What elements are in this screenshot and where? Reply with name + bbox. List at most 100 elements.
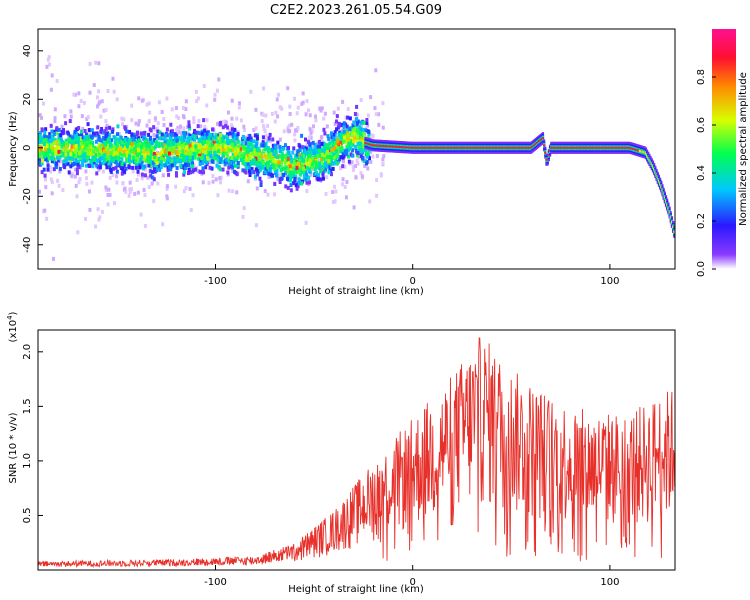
- heatmap-cell: [171, 150, 175, 155]
- heatmap-noise-cell: [343, 164, 347, 169]
- ridge-core: [372, 144, 375, 147]
- heatmap-cell: [69, 164, 73, 169]
- heatmap-cell: [211, 136, 215, 141]
- heatmap-cell: [72, 141, 76, 146]
- heatmap-noise-cell: [155, 126, 159, 131]
- heatmap-cell: [152, 151, 156, 156]
- heatmap-noise-cell: [179, 124, 183, 129]
- heatmap-cell: [127, 149, 131, 154]
- heatmap-cell: [341, 155, 345, 160]
- heatmap-noise-cell: [108, 192, 112, 197]
- heatmap-cell: [367, 129, 371, 134]
- heatmap-cell: [255, 134, 259, 139]
- heatmap-cell: [258, 152, 262, 157]
- heatmap-cell: [178, 136, 182, 141]
- heatmap-cell: [56, 139, 60, 144]
- heatmap-cell: [319, 169, 323, 174]
- ridge-core: [411, 146, 414, 149]
- heatmap-cell: [330, 135, 334, 140]
- heatmap-noise-cell: [344, 115, 348, 120]
- heatmap-cell: [173, 136, 177, 141]
- heatmap-cell: [239, 158, 243, 163]
- ridge-core: [509, 146, 513, 149]
- heatmap-cell: [301, 145, 305, 150]
- heatmap-cell: [286, 168, 290, 173]
- heatmap-noise-cell: [184, 186, 188, 191]
- heatmap-cell: [342, 129, 346, 134]
- heatmap-cell: [131, 165, 135, 170]
- ridge-core: [636, 149, 639, 152]
- ridge-core: [386, 145, 390, 148]
- heatmap-cell: [254, 161, 258, 166]
- heatmap-cell: [82, 147, 86, 152]
- heatmap-noise-cell: [369, 159, 373, 164]
- heatmap-cell: [212, 140, 216, 145]
- heatmap-cell: [182, 155, 186, 160]
- ridge-core: [431, 146, 435, 149]
- heatmap-cell: [124, 166, 128, 171]
- heatmap-noise-cell: [288, 104, 292, 109]
- heatmap-cell: [288, 164, 292, 169]
- ridge-core: [668, 211, 671, 214]
- heatmap-cell: [217, 148, 221, 153]
- heatmap-cell: [214, 132, 218, 137]
- heatmap-cell: [200, 169, 204, 174]
- heatmap-cell: [100, 156, 104, 161]
- heatmap-cell: [242, 152, 246, 157]
- heatmap-noise-cell: [375, 193, 379, 198]
- heatmap-noise-cell: [237, 101, 241, 106]
- ridge-core: [435, 146, 438, 149]
- ridge-core: [634, 148, 637, 151]
- heatmap-noise-cell: [111, 76, 115, 81]
- ridge-core: [438, 146, 442, 149]
- heatmap-noise-cell: [262, 126, 266, 131]
- heatmap-cell: [83, 158, 87, 163]
- heatmap-noise-cell: [351, 165, 355, 170]
- heatmap-noise-cell: [360, 174, 364, 179]
- heatmap-cell: [317, 148, 321, 153]
- heatmap-cell: [289, 155, 293, 160]
- heatmap-cell: [286, 156, 290, 161]
- heatmap-cell: [73, 161, 77, 166]
- heatmap-cell: [302, 169, 306, 174]
- heatmap-cell: [254, 156, 258, 161]
- heatmap-noise-cell: [140, 98, 144, 103]
- heatmap-cell: [136, 140, 140, 145]
- ridge-core: [560, 146, 563, 149]
- heatmap-noise-cell: [152, 133, 156, 138]
- heatmap-cell: [95, 163, 99, 168]
- heatmap-cell: [200, 137, 204, 142]
- heatmap-noise-cell: [374, 68, 378, 73]
- ridge-core: [481, 146, 484, 149]
- ridge-core: [522, 146, 526, 149]
- heatmap-cell: [47, 148, 51, 153]
- heatmap-noise-cell: [94, 60, 98, 65]
- heatmap-cell: [76, 144, 80, 149]
- ridge-core: [416, 146, 419, 149]
- ridge-core: [624, 146, 627, 149]
- heatmap-noise-cell: [115, 97, 119, 102]
- heatmap-cell: [332, 161, 336, 166]
- heatmap-cell: [188, 151, 192, 156]
- ridge-core: [670, 221, 674, 224]
- heatmap-noise-cell: [322, 116, 326, 121]
- heatmap-cell: [225, 145, 229, 150]
- heatmap-noise-cell: [311, 124, 315, 129]
- heatmap-cell: [191, 161, 195, 166]
- heatmap-cell: [93, 145, 97, 150]
- colorbar-tick-label: 0.4: [696, 165, 707, 181]
- x-tick-label: -100: [204, 577, 227, 588]
- heatmap-cell: [198, 139, 202, 144]
- heatmap-cell: [238, 149, 242, 154]
- heatmap-noise-cell: [305, 99, 309, 104]
- heatmap-cell: [193, 134, 197, 139]
- heatmap-cell: [188, 133, 192, 138]
- heatmap-noise-cell: [106, 88, 110, 93]
- ridge-core: [464, 146, 468, 149]
- heatmap-cell: [48, 132, 52, 137]
- ridge-core: [605, 146, 608, 149]
- heatmap-noise-cell: [368, 199, 372, 204]
- ridge-core: [552, 146, 555, 149]
- heatmap-noise-cell: [246, 179, 250, 184]
- heatmap-noise-cell: [76, 230, 80, 235]
